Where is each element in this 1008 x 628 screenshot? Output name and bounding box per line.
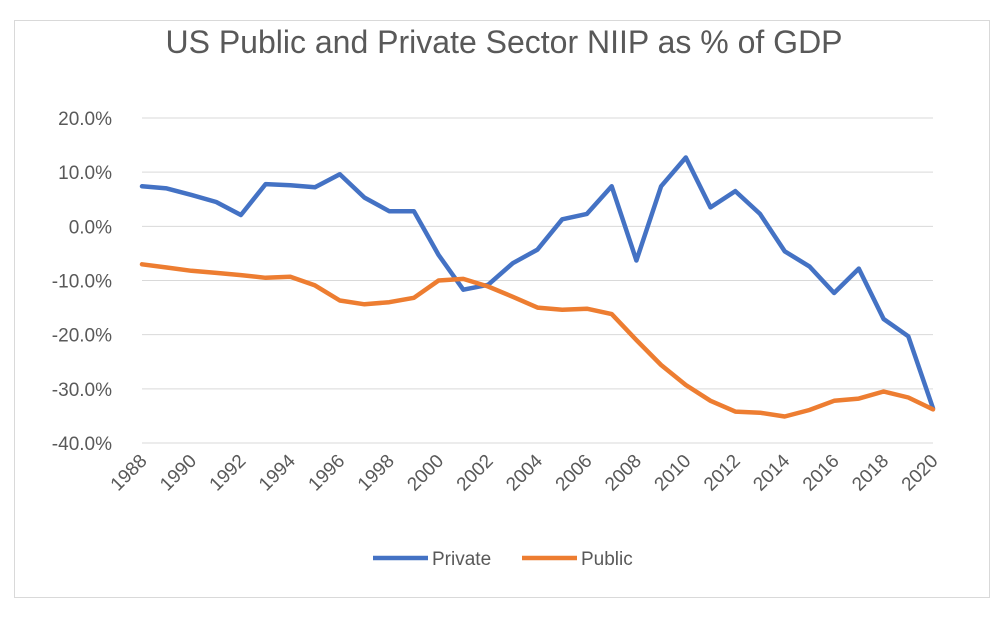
- x-tick-label: 2000: [403, 451, 448, 496]
- y-tick-label: -40.0%: [52, 434, 112, 455]
- x-tick-label: 2012: [700, 451, 745, 496]
- x-tick-label: 2004: [502, 450, 547, 495]
- x-tick-label: 1996: [305, 451, 350, 496]
- y-tick-label: 20.0%: [58, 109, 112, 130]
- y-tick-label: 10.0%: [58, 163, 112, 184]
- series-line-private: [139, 155, 936, 411]
- x-tick-label: 2020: [898, 451, 943, 496]
- x-tick-label: 1990: [156, 451, 201, 496]
- x-tick-label: 2006: [552, 451, 597, 496]
- x-tick-label: 2010: [651, 451, 696, 496]
- chart-title: US Public and Private Sector NIIP as % o…: [165, 24, 843, 60]
- x-tick-label: 2016: [799, 451, 844, 496]
- x-tick-label: 2014: [749, 450, 794, 495]
- chart-frame: [14, 20, 990, 598]
- x-tick-label: 1994: [255, 450, 300, 495]
- x-tick-label: 1988: [107, 451, 152, 496]
- y-tick-label: 0.0%: [69, 217, 112, 238]
- legend-label-public: Public: [581, 549, 633, 570]
- x-tick-label: 2002: [453, 451, 498, 496]
- x-tick-label: 2018: [848, 451, 893, 496]
- y-tick-label: -10.0%: [52, 272, 112, 293]
- legend-label-private: Private: [432, 549, 491, 570]
- y-tick-label: -20.0%: [52, 326, 112, 347]
- series-line-public: [139, 262, 936, 419]
- y-tick-label: -30.0%: [52, 380, 112, 401]
- x-tick-label: 1998: [354, 451, 399, 496]
- x-tick-label: 2008: [601, 451, 646, 496]
- x-tick-label: 1992: [206, 451, 251, 496]
